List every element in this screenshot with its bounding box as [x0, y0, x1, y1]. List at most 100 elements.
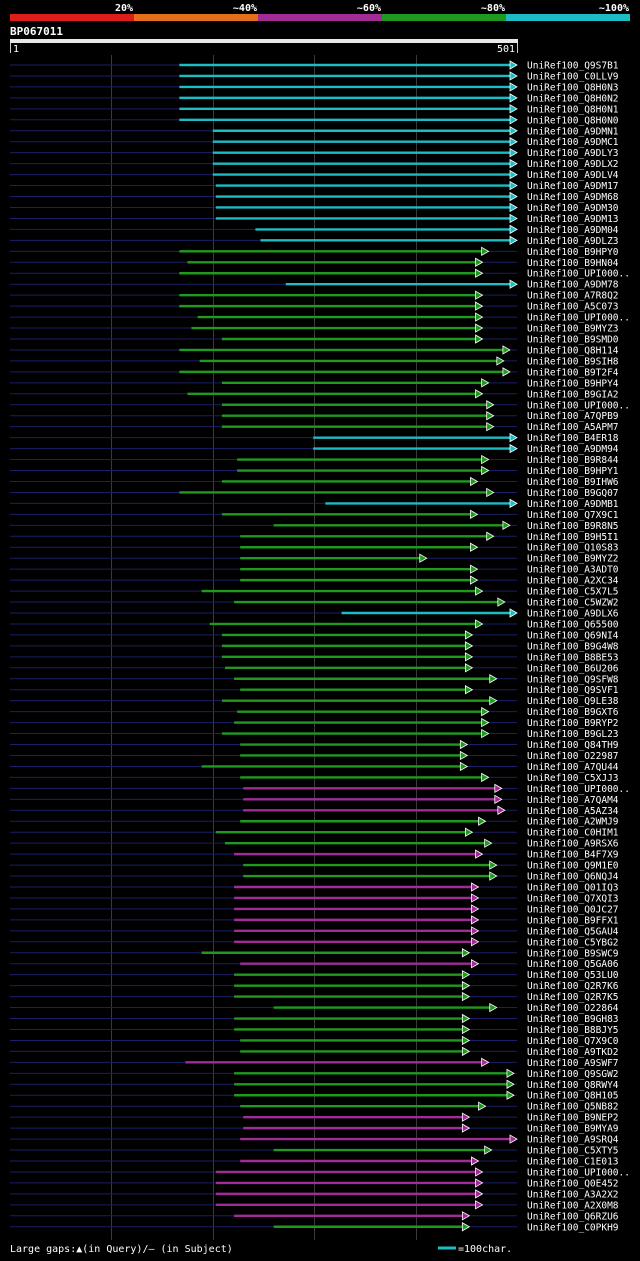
hit-row[interactable]: UniRef100_A5AZ34 [10, 805, 619, 817]
hit-row[interactable]: UniRef100_Q8H0N2 [10, 93, 619, 104]
hit-row[interactable]: UniRef100_C5X7L5 [10, 586, 619, 598]
hit-label[interactable]: UniRef100_Q9LE38 [527, 696, 619, 707]
hit-label[interactable]: UniRef100_A9DM78 [527, 280, 619, 291]
hit-label[interactable]: UniRef100_A9SWF7 [527, 1058, 619, 1069]
hit-label[interactable]: UniRef100_B6U206 [527, 663, 619, 674]
hit-row[interactable]: UniRef100_Q8H105 [10, 1090, 619, 1102]
hit-label[interactable]: UniRef100_Q5NB82 [527, 1102, 619, 1113]
hit-label[interactable]: UniRef100_B8BE53 [527, 652, 619, 663]
hit-row[interactable]: UniRef100_B9MYA9 [10, 1123, 619, 1135]
hit-row[interactable]: UniRef100_B6U206 [10, 663, 619, 674]
hit-label[interactable]: UniRef100_B9GL23 [527, 729, 619, 740]
hit-row[interactable]: UniRef100_A9DMN1 [10, 126, 619, 137]
hit-row[interactable]: UniRef100_Q7X9C0 [10, 1035, 619, 1047]
hit-row[interactable]: UniRef100_B9HPY1 [10, 465, 619, 477]
hit-label[interactable]: UniRef100_B9HPY4 [527, 378, 619, 389]
hit-label[interactable]: UniRef100_B8BJY5 [527, 1025, 619, 1036]
hit-row[interactable]: UniRef100_Q9SFW8 [10, 674, 619, 685]
hit-label[interactable]: UniRef100_A9DMB1 [527, 499, 619, 510]
hit-label[interactable]: UniRef100_A9DM13 [527, 214, 619, 225]
hit-label[interactable]: UniRef100_Q53LU0 [527, 970, 619, 981]
hit-label[interactable]: UniRef100_Q9SFW8 [527, 674, 619, 685]
hit-row[interactable]: UniRef100_B8BE53 [10, 652, 619, 663]
hit-row[interactable]: UniRef100_A9SWF7 [10, 1057, 619, 1069]
hit-row[interactable]: UniRef100_B8BJY5 [10, 1024, 619, 1036]
hit-row[interactable]: UniRef100_A3A2X2 [10, 1189, 619, 1200]
hit-label[interactable]: UniRef100_Q01IQ3 [527, 883, 619, 894]
hit-label[interactable]: UniRef100_Q65500 [527, 619, 619, 630]
hit-row[interactable]: UniRef100_A9TKD2 [10, 1046, 619, 1058]
hit-row[interactable]: UniRef100_A9DLV4 [10, 169, 619, 181]
hit-row[interactable]: UniRef100_O22987 [10, 750, 619, 762]
hit-label[interactable]: UniRef100_Q6NQJ4 [527, 872, 619, 883]
hit-row[interactable]: UniRef100_A5C073 [10, 301, 619, 313]
hit-label[interactable]: UniRef100_UPI000.. [527, 1167, 630, 1178]
hit-row[interactable]: UniRef100_A2X0M8 [10, 1200, 619, 1211]
hit-row[interactable]: UniRef100_Q84TH9 [10, 739, 619, 751]
hit-label[interactable]: UniRef100_A7QAM4 [527, 795, 619, 806]
hit-label[interactable]: UniRef100_Q5GA06 [527, 959, 619, 970]
hit-row[interactable]: UniRef100_C5XTY5 [10, 1145, 619, 1157]
hit-row[interactable]: UniRef100_A9SRQ4 [10, 1134, 619, 1146]
hit-row[interactable]: UniRef100_Q9M1E0 [10, 860, 619, 872]
hit-row[interactable]: UniRef100_A9DM68 [10, 191, 619, 203]
hit-row[interactable]: UniRef100_C1E013 [10, 1156, 619, 1168]
hit-row[interactable]: UniRef100_A5APM7 [10, 421, 619, 433]
hit-label[interactable]: UniRef100_UPI000.. [527, 313, 630, 324]
hit-row[interactable]: UniRef100_Q8H0N0 [10, 115, 619, 126]
hit-label[interactable]: UniRef100_A3A2X2 [527, 1189, 619, 1200]
hit-row[interactable]: UniRef100_UPI000.. [10, 312, 630, 324]
hit-label[interactable]: UniRef100_B9G4W8 [527, 641, 619, 652]
hit-row[interactable]: UniRef100_B9FFX1 [10, 915, 619, 926]
hit-row[interactable]: UniRef100_B9MYZ3 [10, 323, 619, 335]
hit-label[interactable]: UniRef100_A3ADT0 [527, 565, 619, 576]
hit-label[interactable]: UniRef100_C0HIM1 [527, 828, 619, 839]
hit-label[interactable]: UniRef100_A2WMJ9 [527, 817, 619, 828]
hit-row[interactable]: UniRef100_Q9LE38 [10, 695, 619, 707]
hit-row[interactable]: UniRef100_Q10S83 [10, 542, 619, 554]
hit-label[interactable]: UniRef100_B4ER18 [527, 433, 619, 444]
hit-row[interactable]: UniRef100_B4F7X9 [10, 849, 619, 861]
hit-row[interactable]: UniRef100_Q8H114 [10, 345, 619, 356]
hit-row[interactable]: UniRef100_C5XJJ3 [10, 772, 619, 784]
hit-label[interactable]: UniRef100_A5AZ34 [527, 806, 619, 817]
hit-label[interactable]: UniRef100_B9T2F4 [527, 367, 619, 378]
hit-row[interactable]: UniRef100_B9GXT6 [10, 706, 619, 718]
hit-label[interactable]: UniRef100_A9DM17 [527, 181, 619, 192]
hit-label[interactable]: UniRef100_B9GXT6 [527, 707, 619, 718]
hit-row[interactable]: UniRef100_A2WMJ9 [10, 816, 619, 828]
hit-row[interactable]: UniRef100_B9NEP2 [10, 1112, 619, 1124]
hit-row[interactable]: UniRef100_UPI000.. [10, 783, 630, 795]
hit-label[interactable]: UniRef100_C5YBG2 [527, 937, 619, 948]
hit-row[interactable]: UniRef100_UPI000.. [10, 1167, 630, 1178]
hit-row[interactable]: UniRef100_B9GQ07 [10, 487, 619, 499]
hit-label[interactable]: UniRef100_UPI000.. [527, 269, 630, 280]
hit-label[interactable]: UniRef100_A7QU44 [527, 762, 619, 773]
hit-label[interactable]: UniRef100_C0LLV9 [527, 71, 619, 82]
hit-label[interactable]: UniRef100_B9MYZ3 [527, 324, 619, 335]
hit-row[interactable]: UniRef100_A9DM17 [10, 180, 619, 192]
hit-label[interactable]: UniRef100_A5APM7 [527, 422, 619, 433]
hit-label[interactable]: UniRef100_B9H5I1 [527, 532, 619, 543]
hit-label[interactable]: UniRef100_Q8H0N1 [527, 104, 619, 115]
hit-row[interactable]: UniRef100_B9MYZ2 [10, 553, 619, 565]
hit-label[interactable]: UniRef100_Q8H114 [527, 345, 619, 356]
hit-row[interactable]: UniRef100_B9SWC9 [10, 948, 619, 959]
hit-label[interactable]: UniRef100_A9DLY3 [527, 148, 619, 159]
hit-row[interactable]: UniRef100_Q5GA06 [10, 959, 619, 970]
hit-row[interactable]: UniRef100_B9T2F4 [10, 367, 619, 378]
hit-label[interactable]: UniRef100_B9MYZ2 [527, 554, 619, 565]
hit-label[interactable]: UniRef100_B9R8N5 [527, 521, 619, 532]
hit-label[interactable]: UniRef100_A9DM94 [527, 444, 619, 455]
hit-label[interactable]: UniRef100_A9DM30 [527, 203, 619, 214]
hit-row[interactable]: UniRef100_A9DM78 [10, 279, 619, 291]
hit-label[interactable]: UniRef100_A9DLX6 [527, 609, 619, 620]
hit-row[interactable]: UniRef100_Q6NQJ4 [10, 871, 619, 883]
hit-label[interactable]: UniRef100_C5XTY5 [527, 1146, 619, 1157]
hit-label[interactable]: UniRef100_Q8H0N3 [527, 82, 619, 93]
hit-row[interactable]: UniRef100_Q0E452 [10, 1178, 619, 1189]
hit-row[interactable]: UniRef100_A9DM30 [10, 202, 619, 214]
hit-row[interactable]: UniRef100_B9HPY4 [10, 378, 619, 389]
hit-row[interactable]: UniRef100_Q9SVF1 [10, 685, 619, 696]
hit-label[interactable]: UniRef100_Q9M1E0 [527, 861, 619, 872]
